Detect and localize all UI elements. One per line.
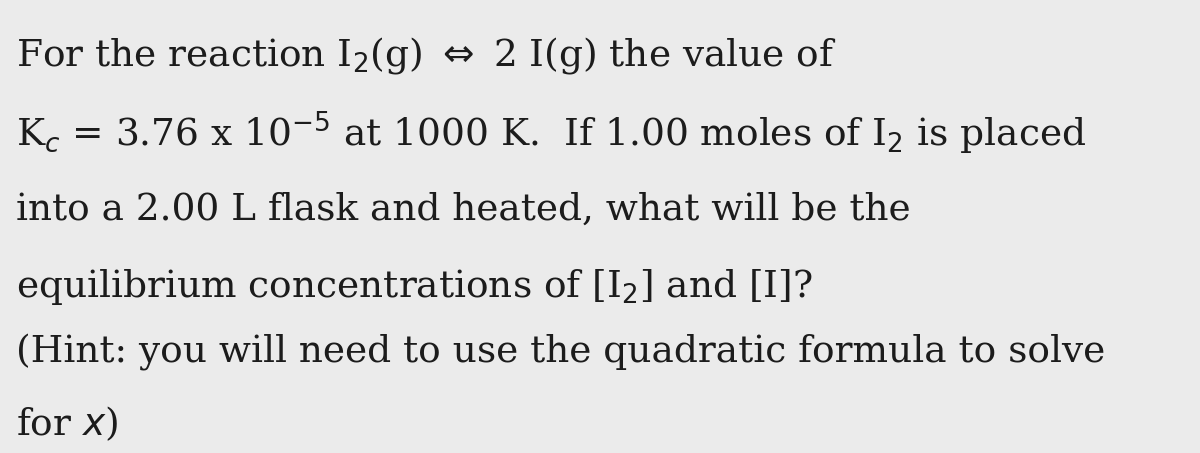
Text: for $x$): for $x$) <box>16 404 118 443</box>
Text: K$_c$ = 3.76 x 10$^{-5}$ at 1000 K.  If 1.00 moles of I$_2$ is placed: K$_c$ = 3.76 x 10$^{-5}$ at 1000 K. If 1… <box>16 109 1086 157</box>
Text: equilibrium concentrations of [I$_2$] and [I]?: equilibrium concentrations of [I$_2$] an… <box>16 267 812 307</box>
Text: (Hint: you will need to use the quadratic formula to solve: (Hint: you will need to use the quadrati… <box>16 334 1105 371</box>
Text: For the reaction I$_2$(g) $\Leftrightarrow$ 2 I(g) the value of: For the reaction I$_2$(g) $\Leftrightarr… <box>16 35 836 77</box>
Text: into a 2.00 L flask and heated, what will be the: into a 2.00 L flask and heated, what wil… <box>16 192 911 228</box>
